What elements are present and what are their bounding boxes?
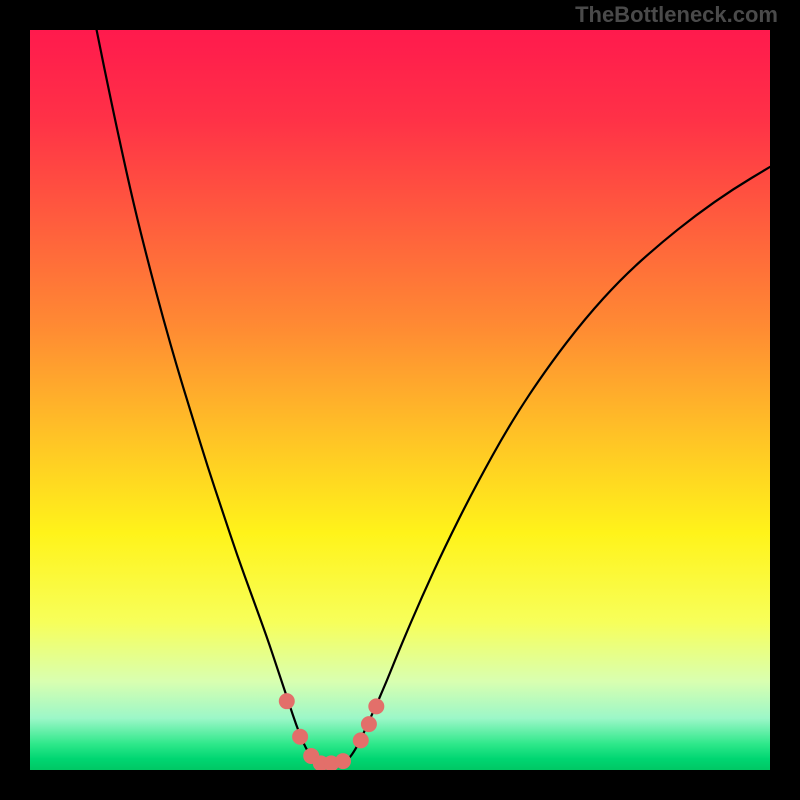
curve-marker bbox=[293, 729, 308, 744]
curve-marker bbox=[279, 694, 294, 709]
chart-plot-area bbox=[30, 30, 770, 770]
chart-background bbox=[30, 30, 770, 770]
attribution-text: TheBottleneck.com bbox=[575, 2, 778, 28]
curve-marker bbox=[369, 699, 384, 714]
curve-marker bbox=[353, 733, 368, 748]
curve-marker bbox=[336, 754, 351, 769]
curve-marker bbox=[361, 717, 376, 732]
